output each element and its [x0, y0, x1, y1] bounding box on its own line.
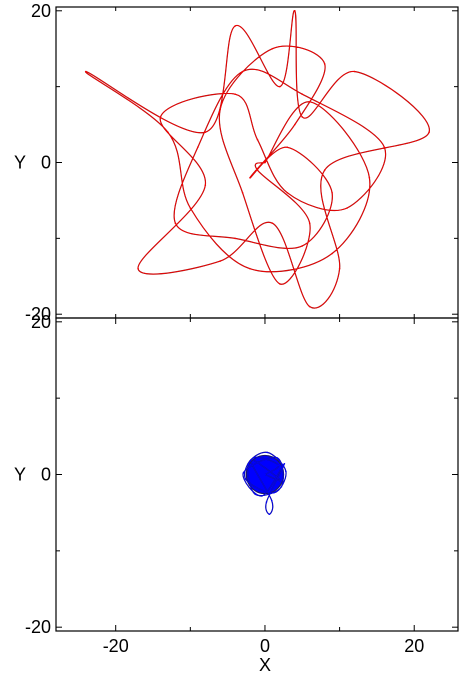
data-point-top-35	[286, 146, 289, 149]
axes-frame-top	[55, 6, 459, 319]
x-tick-label-bottom: -20	[103, 636, 129, 656]
data-point-top-30	[197, 146, 199, 149]
data-point-top-18	[271, 222, 274, 224]
x-tick-label-bottom: 20	[404, 636, 424, 656]
data-point-top-24	[256, 138, 259, 141]
data-point-bottom-12	[261, 495, 263, 497]
data-point-top-1	[308, 101, 311, 103]
data-point-bottom-16	[270, 499, 273, 502]
data-point-top-12	[301, 116, 304, 118]
data-point-top-15	[323, 169, 326, 171]
data-point-top-42	[279, 283, 281, 285]
data-point-top-9	[234, 25, 236, 27]
data-point-top-39	[271, 47, 274, 50]
data-point-top-38	[323, 63, 326, 65]
y-tick-label-bottom: 20	[31, 312, 51, 332]
series-core-top	[85, 10, 430, 309]
data-point-bottom-18	[279, 479, 282, 482]
y-axis-label-bottom: Y	[14, 465, 26, 485]
data-point-top-22	[159, 116, 162, 118]
data-point-bottom-11	[242, 472, 245, 474]
y-tick-label-bottom: -20	[25, 617, 51, 637]
data-point-top-2	[368, 176, 371, 179]
data-point-bottom-10	[276, 456, 278, 459]
data-point-top-17	[308, 305, 311, 308]
data-point-top-36	[249, 176, 251, 179]
data-point-bottom-1	[277, 464, 280, 467]
data-point-top-33	[301, 245, 304, 247]
data-point-bottom-17	[250, 459, 252, 461]
data-point-top-31	[174, 222, 177, 224]
data-point-bottom-9	[280, 485, 283, 488]
data-point-top-27	[383, 146, 386, 149]
data-point-bottom-14	[265, 501, 268, 503]
data-point-top-41	[241, 192, 244, 194]
data-point-top-7	[85, 70, 87, 73]
data-point-top-4	[249, 267, 251, 270]
data-point-bottom-2	[253, 456, 255, 459]
plot-area-bottom	[242, 451, 287, 515]
y-axis-label-top: Y	[14, 153, 26, 173]
plot-area-top	[85, 10, 430, 309]
data-point-bottom-3	[244, 478, 247, 480]
data-point-top-21	[204, 184, 207, 187]
panel-bottom: 20 0 -20 -20 0 20 Y X	[14, 312, 459, 675]
data-point-bottom-13	[283, 463, 286, 465]
data-point-top-23	[234, 93, 236, 95]
data-point-bottom-6	[266, 451, 269, 454]
data-point-top-20	[137, 267, 139, 270]
data-point-top-19	[219, 260, 221, 262]
data-point-top-11	[294, 10, 296, 12]
data-point-top-43	[308, 222, 311, 224]
y-tick-label-bottom: 0	[41, 465, 51, 485]
data-point-top-44	[256, 169, 259, 171]
data-point-bottom-7	[247, 463, 250, 466]
series-core-bottom	[242, 451, 287, 515]
y-tick-label-top: -20	[25, 304, 51, 324]
data-point-top-8	[204, 131, 207, 133]
data-point-top-37	[294, 123, 296, 126]
data-point-top-25	[286, 192, 289, 194]
data-point-top-3	[331, 252, 333, 255]
data-point-top-32	[234, 237, 236, 240]
data-point-top-10	[279, 85, 281, 88]
panel-top: 20 0 -20 Y	[14, 1, 459, 324]
data-point-top-5	[189, 207, 192, 209]
data-point-top-14	[428, 131, 430, 133]
series-trace-top	[85, 10, 430, 309]
y-tick-label-top: 20	[31, 1, 51, 21]
data-point-bottom-19	[264, 473, 266, 476]
data-point-top-45	[264, 161, 266, 164]
x-axis-label-bottom: X	[259, 655, 271, 675]
data-point-top-6	[167, 131, 169, 133]
data-point-bottom-15	[268, 513, 271, 515]
data-point-top-29	[241, 70, 244, 73]
data-point-top-40	[219, 108, 221, 111]
data-point-top-26	[346, 207, 348, 209]
data-point-bottom-5	[285, 470, 287, 473]
data-point-top-13	[353, 70, 356, 73]
x-tick-label-bottom: 0	[260, 636, 270, 656]
data-point-bottom-4	[273, 492, 275, 494]
data-point-top-28	[301, 93, 304, 95]
y-tick-label-top: 0	[41, 153, 51, 173]
data-point-bottom-8	[254, 493, 257, 496]
data-point-top-16	[338, 267, 341, 270]
data-point-top-34	[331, 192, 333, 194]
